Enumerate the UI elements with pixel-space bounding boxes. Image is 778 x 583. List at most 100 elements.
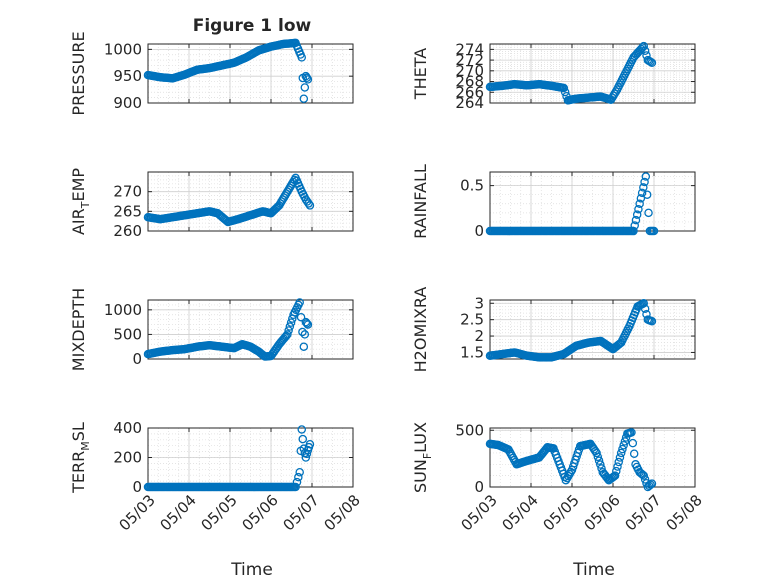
subplot-5: 0 500 1000 MIXDEPTH	[69, 288, 354, 371]
data-point	[596, 460, 605, 469]
x-tick-label: 05/05	[540, 491, 583, 534]
axes-box	[489, 43, 696, 104]
y-axis-label: RAINFALL	[411, 164, 430, 239]
y-axis-label: THETA	[411, 48, 430, 100]
y-tick-label: 200	[113, 449, 142, 467]
y-tick-label: 264	[455, 94, 484, 112]
data-point	[640, 475, 650, 484]
y-tick-label: 2.5	[460, 311, 484, 329]
data-point	[294, 472, 303, 482]
data-point	[615, 453, 625, 462]
y-tick-label: 268	[455, 73, 484, 91]
data-point	[631, 215, 641, 225]
data-point	[292, 477, 302, 487]
data-point	[635, 199, 644, 209]
data-point	[297, 425, 306, 434]
data-point	[646, 57, 655, 67]
y-tick-label: 0.5	[460, 177, 484, 195]
data-point	[639, 299, 649, 308]
data-point	[281, 331, 291, 341]
data-point	[629, 226, 638, 236]
subplot-1: 900 950 1000 PRESSURE	[69, 31, 354, 116]
data-point	[560, 87, 570, 97]
subplot-6: 1.522.53 H2OMIXRA	[411, 287, 696, 372]
data-point	[597, 464, 606, 473]
y-axis-label: SUNFLUX	[411, 422, 434, 493]
figure-title: Figure 1 low	[193, 16, 312, 36]
data-point	[647, 317, 657, 326]
data-point	[283, 330, 292, 339]
data-point	[630, 221, 639, 230]
y-tick-label: 270	[455, 62, 484, 80]
data-point	[649, 226, 659, 236]
data-point	[638, 470, 647, 479]
plot-area	[148, 172, 353, 231]
data-point	[285, 322, 295, 331]
y-tick-label: 500	[455, 421, 484, 439]
x-tick-label: 05/07	[280, 491, 323, 534]
data-point	[636, 469, 646, 478]
x-tick-label: 05/06	[581, 491, 624, 534]
data-point	[640, 304, 650, 313]
y-tick-label: 0	[474, 222, 484, 240]
y-tick-label: 266	[455, 83, 484, 101]
y-tick-label: 500	[113, 325, 142, 343]
x-tick-label: 05/04	[157, 491, 200, 534]
data-point	[302, 73, 312, 83]
x-axis-label-left: Time	[230, 560, 273, 580]
data-point	[295, 298, 304, 307]
y-tick-label: 400	[113, 419, 142, 437]
data-point	[639, 471, 649, 480]
data-point	[594, 456, 604, 465]
y-tick-label: 265	[113, 202, 142, 220]
x-tick-label: 05/06	[239, 491, 282, 534]
y-tick-label: 270	[113, 183, 142, 201]
data-point	[291, 482, 300, 492]
x-tick-label: 05/03	[458, 491, 501, 534]
data-point	[640, 177, 649, 187]
data-point	[295, 467, 304, 477]
data-point	[305, 439, 315, 449]
y-tick-label: 950	[113, 67, 142, 85]
data-point	[593, 452, 603, 462]
plot-area	[490, 428, 695, 487]
data-point	[613, 462, 622, 471]
data-point	[302, 319, 312, 328]
y-tick-label: 0	[474, 478, 484, 496]
data-point	[639, 183, 648, 192]
data-point	[619, 440, 628, 450]
data-point	[299, 342, 309, 351]
data-point	[299, 94, 309, 103]
x-tick-label: 05/05	[198, 491, 241, 534]
data-point	[634, 204, 643, 214]
data-point	[301, 317, 311, 327]
data-point	[637, 188, 647, 198]
data-point	[609, 472, 619, 481]
data-point	[616, 448, 626, 458]
data-point	[286, 318, 296, 327]
x-axis-label-right: Time	[572, 560, 615, 580]
data-point	[301, 453, 311, 462]
data-point	[304, 199, 313, 208]
data-point	[640, 46, 650, 56]
y-tick-label: 0	[132, 350, 142, 368]
x-tick-label: 05/04	[499, 491, 542, 534]
data-point	[618, 444, 627, 454]
data-point	[620, 437, 630, 446]
y-tick-label: 2	[474, 327, 484, 345]
data-point	[641, 172, 651, 181]
y-axis-label: TERRMSL	[69, 422, 92, 494]
data-point	[646, 480, 655, 489]
axes-box	[489, 427, 696, 488]
data-point	[644, 208, 653, 218]
data-point	[303, 75, 313, 84]
axes-box	[147, 299, 354, 360]
data-point	[608, 473, 617, 482]
y-axis-label: PRESSURE	[69, 31, 88, 115]
data-point	[629, 449, 639, 458]
